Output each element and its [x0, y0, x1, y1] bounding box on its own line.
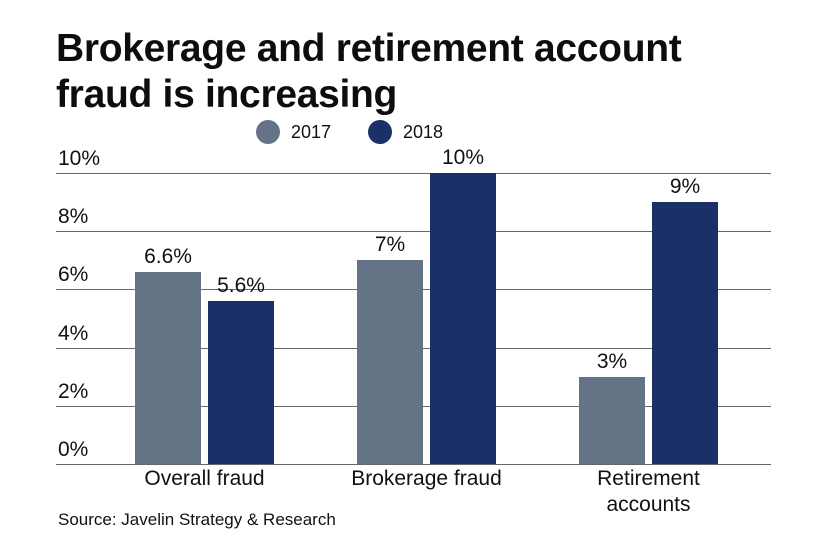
bar-value-label: 10%: [441, 146, 485, 169]
bar-value-label: 7%: [374, 233, 406, 256]
y-tick-label: 4%: [58, 322, 89, 345]
bar-value-label: 5.6%: [217, 274, 265, 297]
bar-2018: [652, 202, 718, 464]
legend-label: 2017: [291, 121, 332, 142]
bar-2017: [579, 377, 645, 464]
bar-2018: [430, 173, 496, 464]
legend-swatch-2017-icon: [256, 120, 280, 144]
y-tick-label: 6%: [58, 263, 89, 286]
bar-value-label: 9%: [669, 175, 701, 198]
bar-2017: [357, 260, 423, 464]
source-note: Source: Javelin Strategy & Research: [58, 510, 336, 529]
category-label: Brokerage fraud: [351, 467, 502, 490]
bar-2018: [208, 301, 274, 464]
gridline: [56, 464, 771, 465]
legend-item-2017: 2017: [256, 119, 331, 145]
legend-item-2018: 2018: [368, 119, 443, 145]
y-tick-label: 2%: [58, 380, 89, 403]
y-tick-label: 8%: [58, 205, 89, 228]
chart-title: Brokerage and retirement account fraud i…: [56, 27, 682, 116]
legend-swatch-2018-icon: [368, 120, 392, 144]
bar-value-label: 3%: [596, 350, 628, 373]
bar-2017: [135, 272, 201, 464]
y-tick-label: 10%: [58, 147, 101, 170]
gridline: [56, 231, 771, 232]
gridline: [56, 173, 771, 174]
legend-label: 2018: [403, 121, 444, 142]
y-tick-label: 0%: [58, 438, 89, 461]
category-label: Overall fraud: [144, 467, 265, 490]
category-label: Retirement accounts: [597, 467, 700, 516]
bar-value-label: 6.6%: [144, 245, 192, 268]
